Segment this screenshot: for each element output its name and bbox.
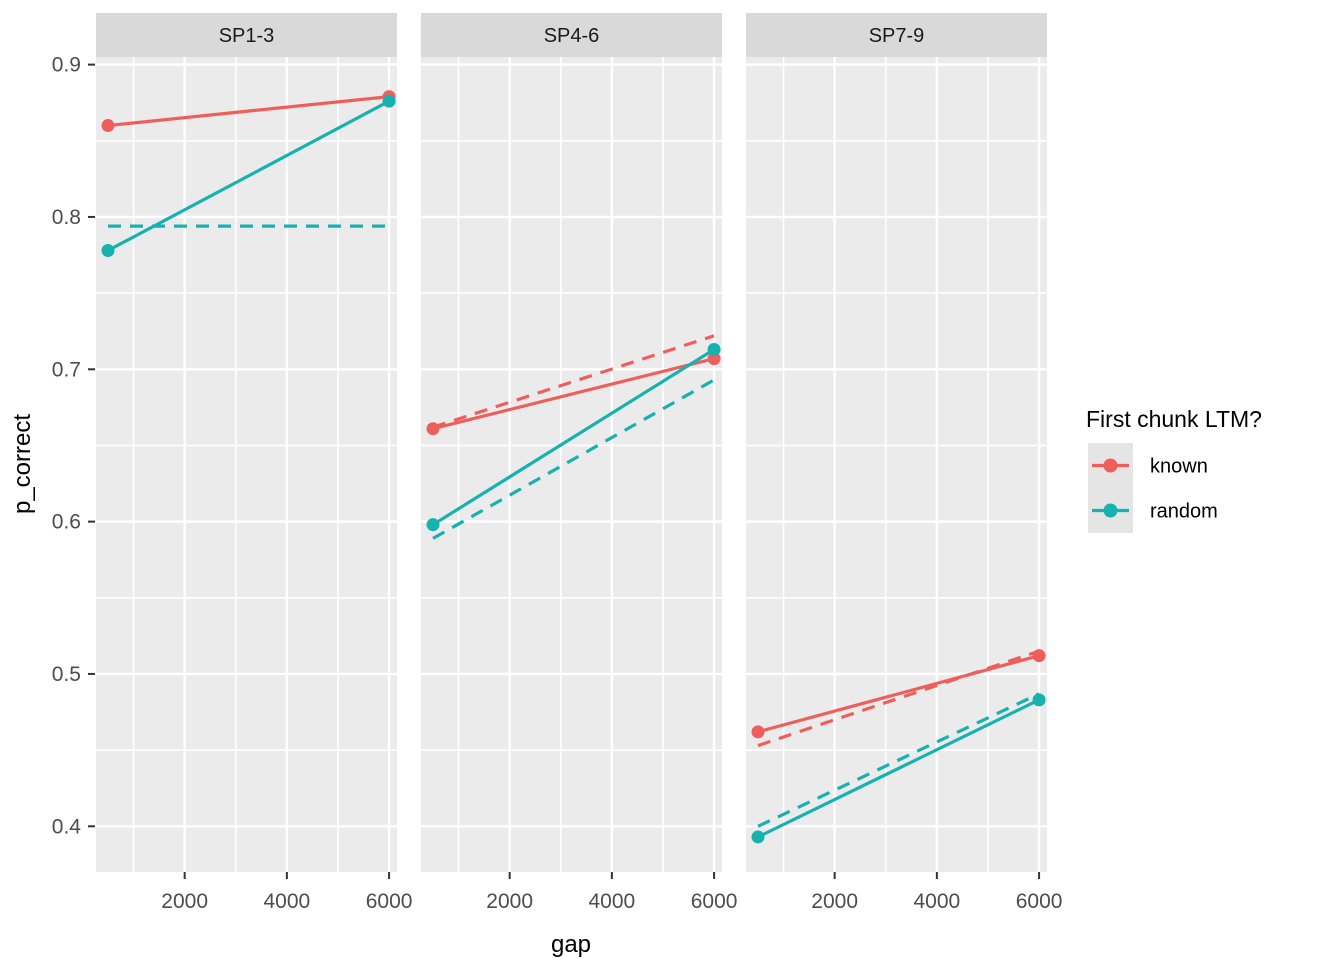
random-point (426, 518, 440, 532)
known-solid-line (432, 357, 715, 431)
legend-title: First chunk LTM? (1086, 406, 1262, 432)
legend-key-point (1103, 503, 1118, 518)
x-tick-label: 2000 (486, 890, 533, 913)
legend-entry-label: known (1150, 456, 1208, 478)
random-solid-line (757, 698, 1040, 839)
known-point (426, 422, 440, 436)
x-tick-label: 4000 (589, 890, 636, 913)
legend-entry-known: known (1088, 443, 1208, 488)
panel-background (421, 57, 722, 872)
legend: First chunk LTM? known random (1086, 406, 1262, 533)
random-point (1032, 693, 1046, 707)
y-tick-label: 0.8 (52, 206, 81, 229)
y-tick-label: 0.7 (52, 358, 81, 381)
random-dashed-line (432, 378, 715, 540)
facet-SP4-6: SP4-6 (421, 13, 722, 872)
facet-label: SP1-3 (219, 25, 275, 47)
known-solid-line (757, 654, 1040, 734)
x-tick-label: 6000 (1016, 890, 1063, 913)
x-tick-label: 6000 (691, 890, 738, 913)
random-point (707, 342, 721, 356)
y-tick-label: 0.9 (52, 54, 81, 77)
y-tick-label: 0.4 (52, 815, 82, 838)
x-tick-label: 4000 (264, 890, 311, 913)
x-tick-label: 6000 (366, 890, 413, 913)
facet-strip (746, 13, 1047, 57)
known-dashed-line (432, 334, 715, 429)
random-dashed-line (757, 692, 1040, 828)
known-point (1032, 649, 1046, 663)
facet-strip (96, 13, 397, 57)
random-solid-line (107, 99, 390, 252)
legend-entries: known random (1088, 443, 1218, 533)
random-point (101, 243, 115, 257)
known-point (707, 352, 721, 366)
facet-label: SP7-9 (869, 25, 925, 47)
known-point (101, 119, 115, 133)
axes-layer: 2000 4000 6000 2000 4000 6000 2000 4000 6000 0.4 0… (52, 54, 1063, 913)
panel-background (96, 57, 397, 872)
facet-SP1-3: SP1-3 (96, 13, 397, 872)
x-tick-label: 4000 (914, 890, 961, 913)
facet-strip (421, 13, 722, 57)
legend-entry-random: random (1088, 488, 1218, 533)
panel-background (746, 57, 1047, 872)
legend-key-point (1103, 458, 1118, 473)
random-point (382, 94, 396, 108)
random-solid-line (432, 348, 715, 527)
known-solid-line (107, 95, 390, 128)
y-tick-label: 0.5 (52, 663, 81, 686)
y-tick-label: 0.6 (52, 511, 81, 534)
facet-label: SP4-6 (544, 25, 600, 47)
panels-layer: SP1-3 SP4-6 SP7-9 (96, 13, 1047, 872)
x-tick-label: 2000 (161, 890, 208, 913)
x-tick-label: 2000 (811, 890, 858, 913)
known-point (751, 725, 765, 739)
random-point (751, 830, 765, 844)
y-axis-title: p_correct (9, 414, 36, 514)
legend-entry-label: random (1150, 501, 1218, 523)
facet-SP7-9: SP7-9 (746, 13, 1047, 872)
x-axis-title: gap (551, 931, 591, 958)
